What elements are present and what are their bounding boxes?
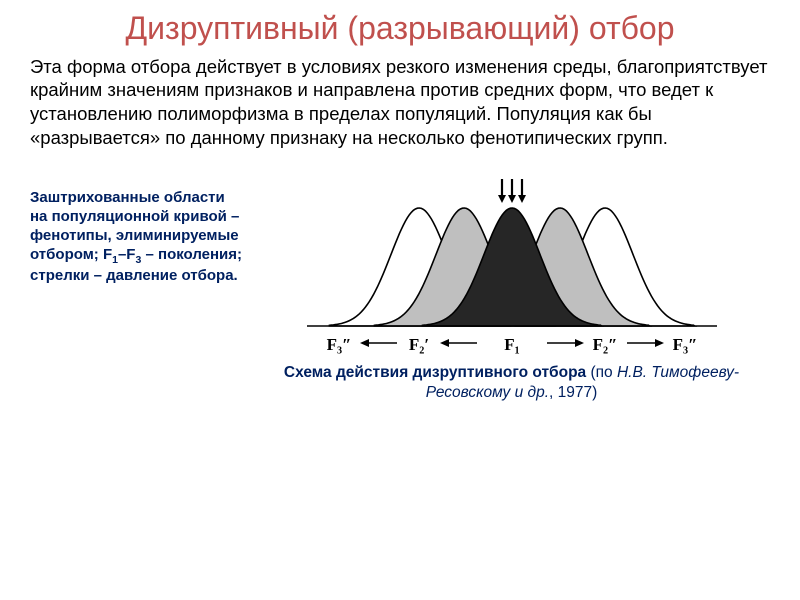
caption-bold: Схема действия дизруптивного отбора xyxy=(284,364,586,381)
body-paragraph: Эта форма отбора действует в условиях ре… xyxy=(30,55,770,150)
svg-text:F₂″: F₂″ xyxy=(592,335,617,354)
diagram-container: F₃″ F₂′ F₁ F₂″ F₃″ xyxy=(267,161,757,361)
disruptive-selection-diagram: F₃″ F₂′ F₁ F₂″ F₃″ xyxy=(267,161,757,361)
page-title: Дизруптивный (разрывающий) отбор xyxy=(30,10,770,47)
svg-text:F₃″: F₃″ xyxy=(672,335,697,354)
caption-tail: , 1977) xyxy=(549,384,597,401)
svg-text:F₃″: F₃″ xyxy=(326,335,351,354)
figure-column: F₃″ F₂′ F₁ F₂″ F₃″ Схема действия дизруптивн… xyxy=(253,161,770,402)
side-note: Заштрихованные области на популяционной … xyxy=(30,161,245,285)
svg-text:F₂′: F₂′ xyxy=(408,335,428,354)
side-note-p2: –F xyxy=(118,246,136,263)
svg-text:F₁: F₁ xyxy=(504,335,519,354)
figure-caption: Схема действия дизруптивного отбора (по … xyxy=(253,363,770,402)
caption-plain: (по xyxy=(586,364,617,381)
lower-row: Заштрихованные области на популяционной … xyxy=(30,161,770,402)
